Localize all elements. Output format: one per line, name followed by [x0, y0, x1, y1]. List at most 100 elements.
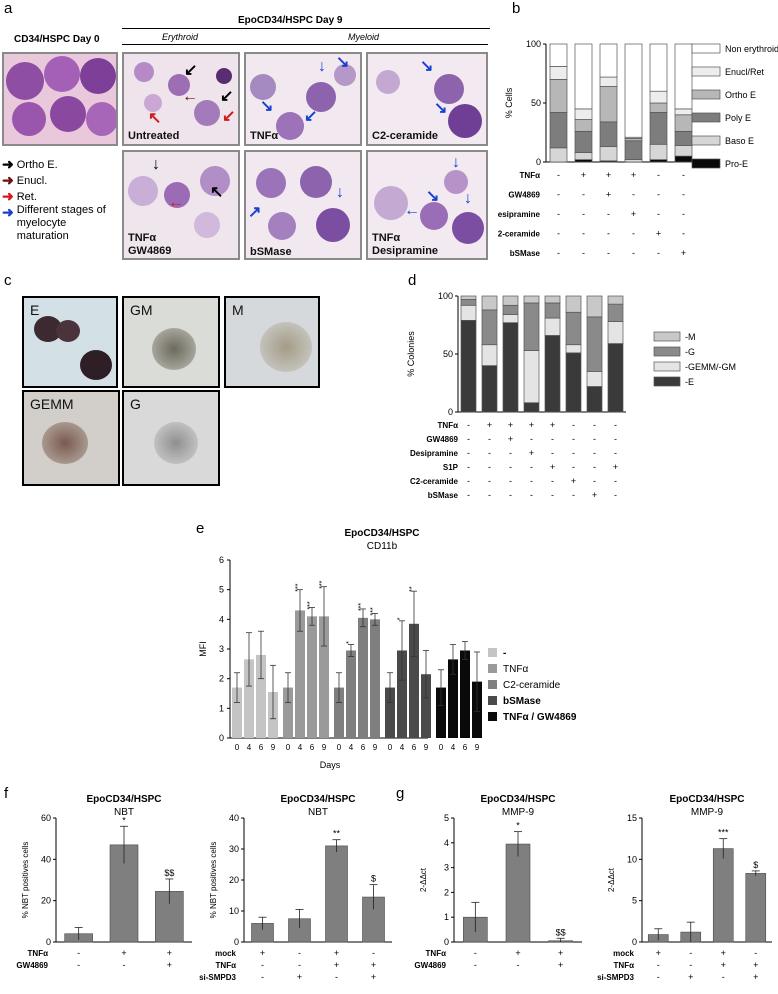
micrograph-colony-g: G [122, 390, 220, 486]
bar-segment [502, 295, 519, 306]
y-tick-label: 4 [444, 838, 449, 848]
bar-segment [607, 295, 624, 305]
legend-swatch [691, 158, 721, 169]
treatment-sign: - [335, 972, 338, 982]
arrow-icon: ➜ [2, 204, 14, 220]
treatment-sign: - [474, 948, 477, 958]
x-tick-label: 0 [388, 743, 393, 752]
significance-mark: $$ [556, 927, 566, 937]
treatment-sign: - [551, 434, 554, 444]
y-tick-label: 0 [234, 937, 239, 947]
treatment-sign: - [754, 948, 757, 958]
treatment-label: C2-ceramide [410, 477, 459, 486]
bar-segment [481, 295, 498, 311]
label-tnfa-gw-1: TNFα [128, 232, 157, 244]
bar-segment [565, 311, 582, 346]
legend-swatch [691, 112, 721, 123]
significance-mark: $$ [164, 868, 174, 878]
bar-segment [574, 108, 593, 120]
bar-segment [460, 295, 477, 300]
y-tick-label: 4 [219, 614, 224, 624]
treatment-label: bSMase [510, 249, 541, 258]
treatment-sign: - [682, 229, 685, 239]
significance-mark: * [397, 617, 404, 620]
chart-title: EpoCD34/HSPC [669, 794, 744, 805]
treatment-sign: - [689, 948, 692, 958]
significance-mark: ** [409, 586, 416, 592]
treatment-sign: - [722, 972, 725, 982]
x-tick-label: 0 [439, 743, 444, 752]
x-tick-label: 9 [322, 743, 327, 752]
bar-segment [523, 295, 540, 304]
bar-segment [586, 371, 603, 387]
significance-mark: ** [333, 829, 341, 839]
x-tick-label: 6 [412, 743, 417, 752]
treatment-sign: + [753, 972, 758, 982]
panel-letter-e: e [196, 520, 205, 537]
micrograph-colony-gm: GM [122, 296, 220, 388]
bar [712, 848, 734, 943]
treatment-label: mock [613, 949, 634, 958]
bar [436, 687, 446, 738]
significance-mark: *** [319, 580, 326, 588]
x-tick-label: 6 [361, 743, 366, 752]
bar-segment [599, 86, 618, 123]
bar-segment [460, 299, 477, 306]
bar [397, 650, 407, 738]
treatment-label: si-SMPD3 [597, 973, 634, 982]
treatment-sign: - [551, 476, 554, 486]
arrow-icon: ➜ [2, 188, 14, 204]
chart-subtitle: NBT [114, 807, 134, 818]
treatment-label: GW4869 [16, 961, 48, 970]
treatment-sign: - [488, 476, 491, 486]
treatment-sign: - [593, 448, 596, 458]
bar-segment [574, 159, 593, 163]
y-tick-label: 60 [41, 813, 51, 823]
treatment-sign: + [656, 229, 661, 239]
bar-segment [502, 314, 519, 324]
bar-segment [481, 309, 498, 346]
treatment-sign: - [298, 960, 301, 970]
legend-swatch [488, 712, 497, 721]
y-tick-label: 0 [536, 157, 541, 167]
bar-segment [649, 102, 668, 113]
significance-mark: $ [753, 860, 758, 870]
bar-segment [674, 130, 693, 146]
treatment-sign: - [488, 448, 491, 458]
significance-mark: * [516, 821, 520, 831]
treatment-label: bSMase [428, 491, 459, 500]
x-tick-label: 9 [373, 743, 378, 752]
bar-segment [624, 140, 643, 160]
significance-mark: *** [370, 607, 377, 615]
treatment-sign: + [581, 170, 586, 180]
bar-segment [607, 321, 624, 344]
bar-segment [674, 43, 693, 110]
y-axis-label: MFI [198, 641, 208, 657]
treatment-sign: - [509, 476, 512, 486]
legend-swatch [691, 43, 721, 54]
bar-segment [624, 138, 643, 142]
x-tick-label: 9 [475, 743, 480, 752]
x-tick-label: 4 [247, 743, 252, 752]
treatment-sign: - [551, 448, 554, 458]
treatment-sign: + [167, 960, 172, 970]
y-tick-label: 2 [444, 887, 449, 897]
treatment-sign: - [614, 420, 617, 430]
treatment-sign: + [297, 972, 302, 982]
y-tick-label: 10 [627, 854, 637, 864]
treatment-sign: + [508, 420, 513, 430]
bar-segment [549, 79, 568, 113]
bar-segment [544, 302, 561, 319]
treatment-sign: - [572, 420, 575, 430]
bar [109, 844, 139, 943]
treatment-label: C2-ceramide [498, 230, 541, 239]
bar [244, 659, 254, 738]
chart-subtitle: NBT [308, 807, 328, 818]
legend-label: - [503, 648, 506, 659]
treatment-sign: + [260, 948, 265, 958]
treatment-sign: + [334, 960, 339, 970]
treatment-sign: - [582, 209, 585, 219]
legend-label: Non erythroid [725, 44, 778, 54]
treatment-sign: - [572, 490, 575, 500]
treatment-sign: + [529, 420, 534, 430]
